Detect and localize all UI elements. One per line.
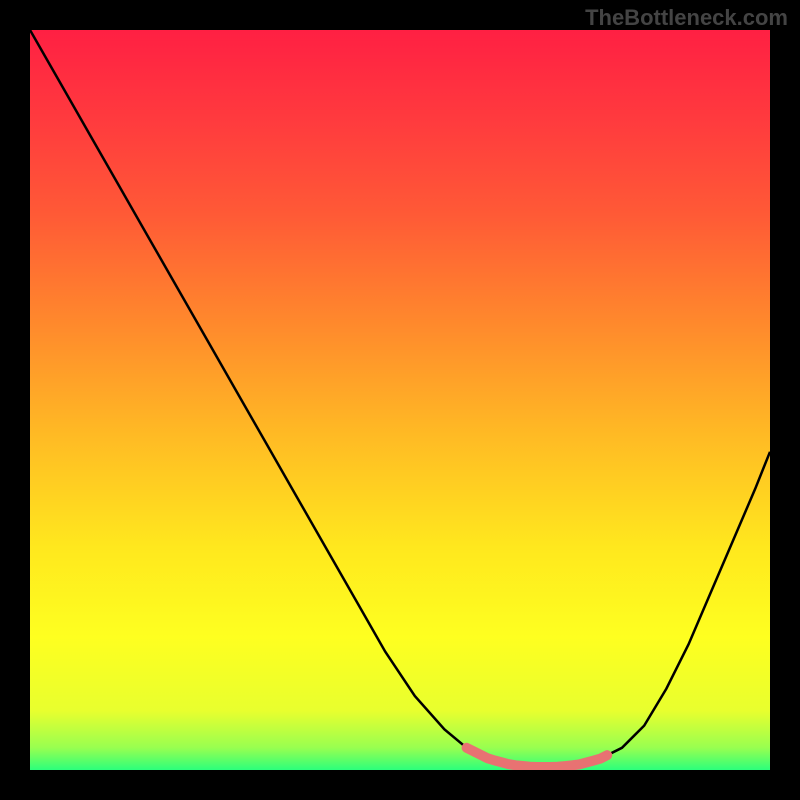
plot-area	[30, 30, 770, 770]
bottleneck-curve	[30, 30, 770, 770]
attribution-text: TheBottleneck.com	[585, 5, 788, 31]
